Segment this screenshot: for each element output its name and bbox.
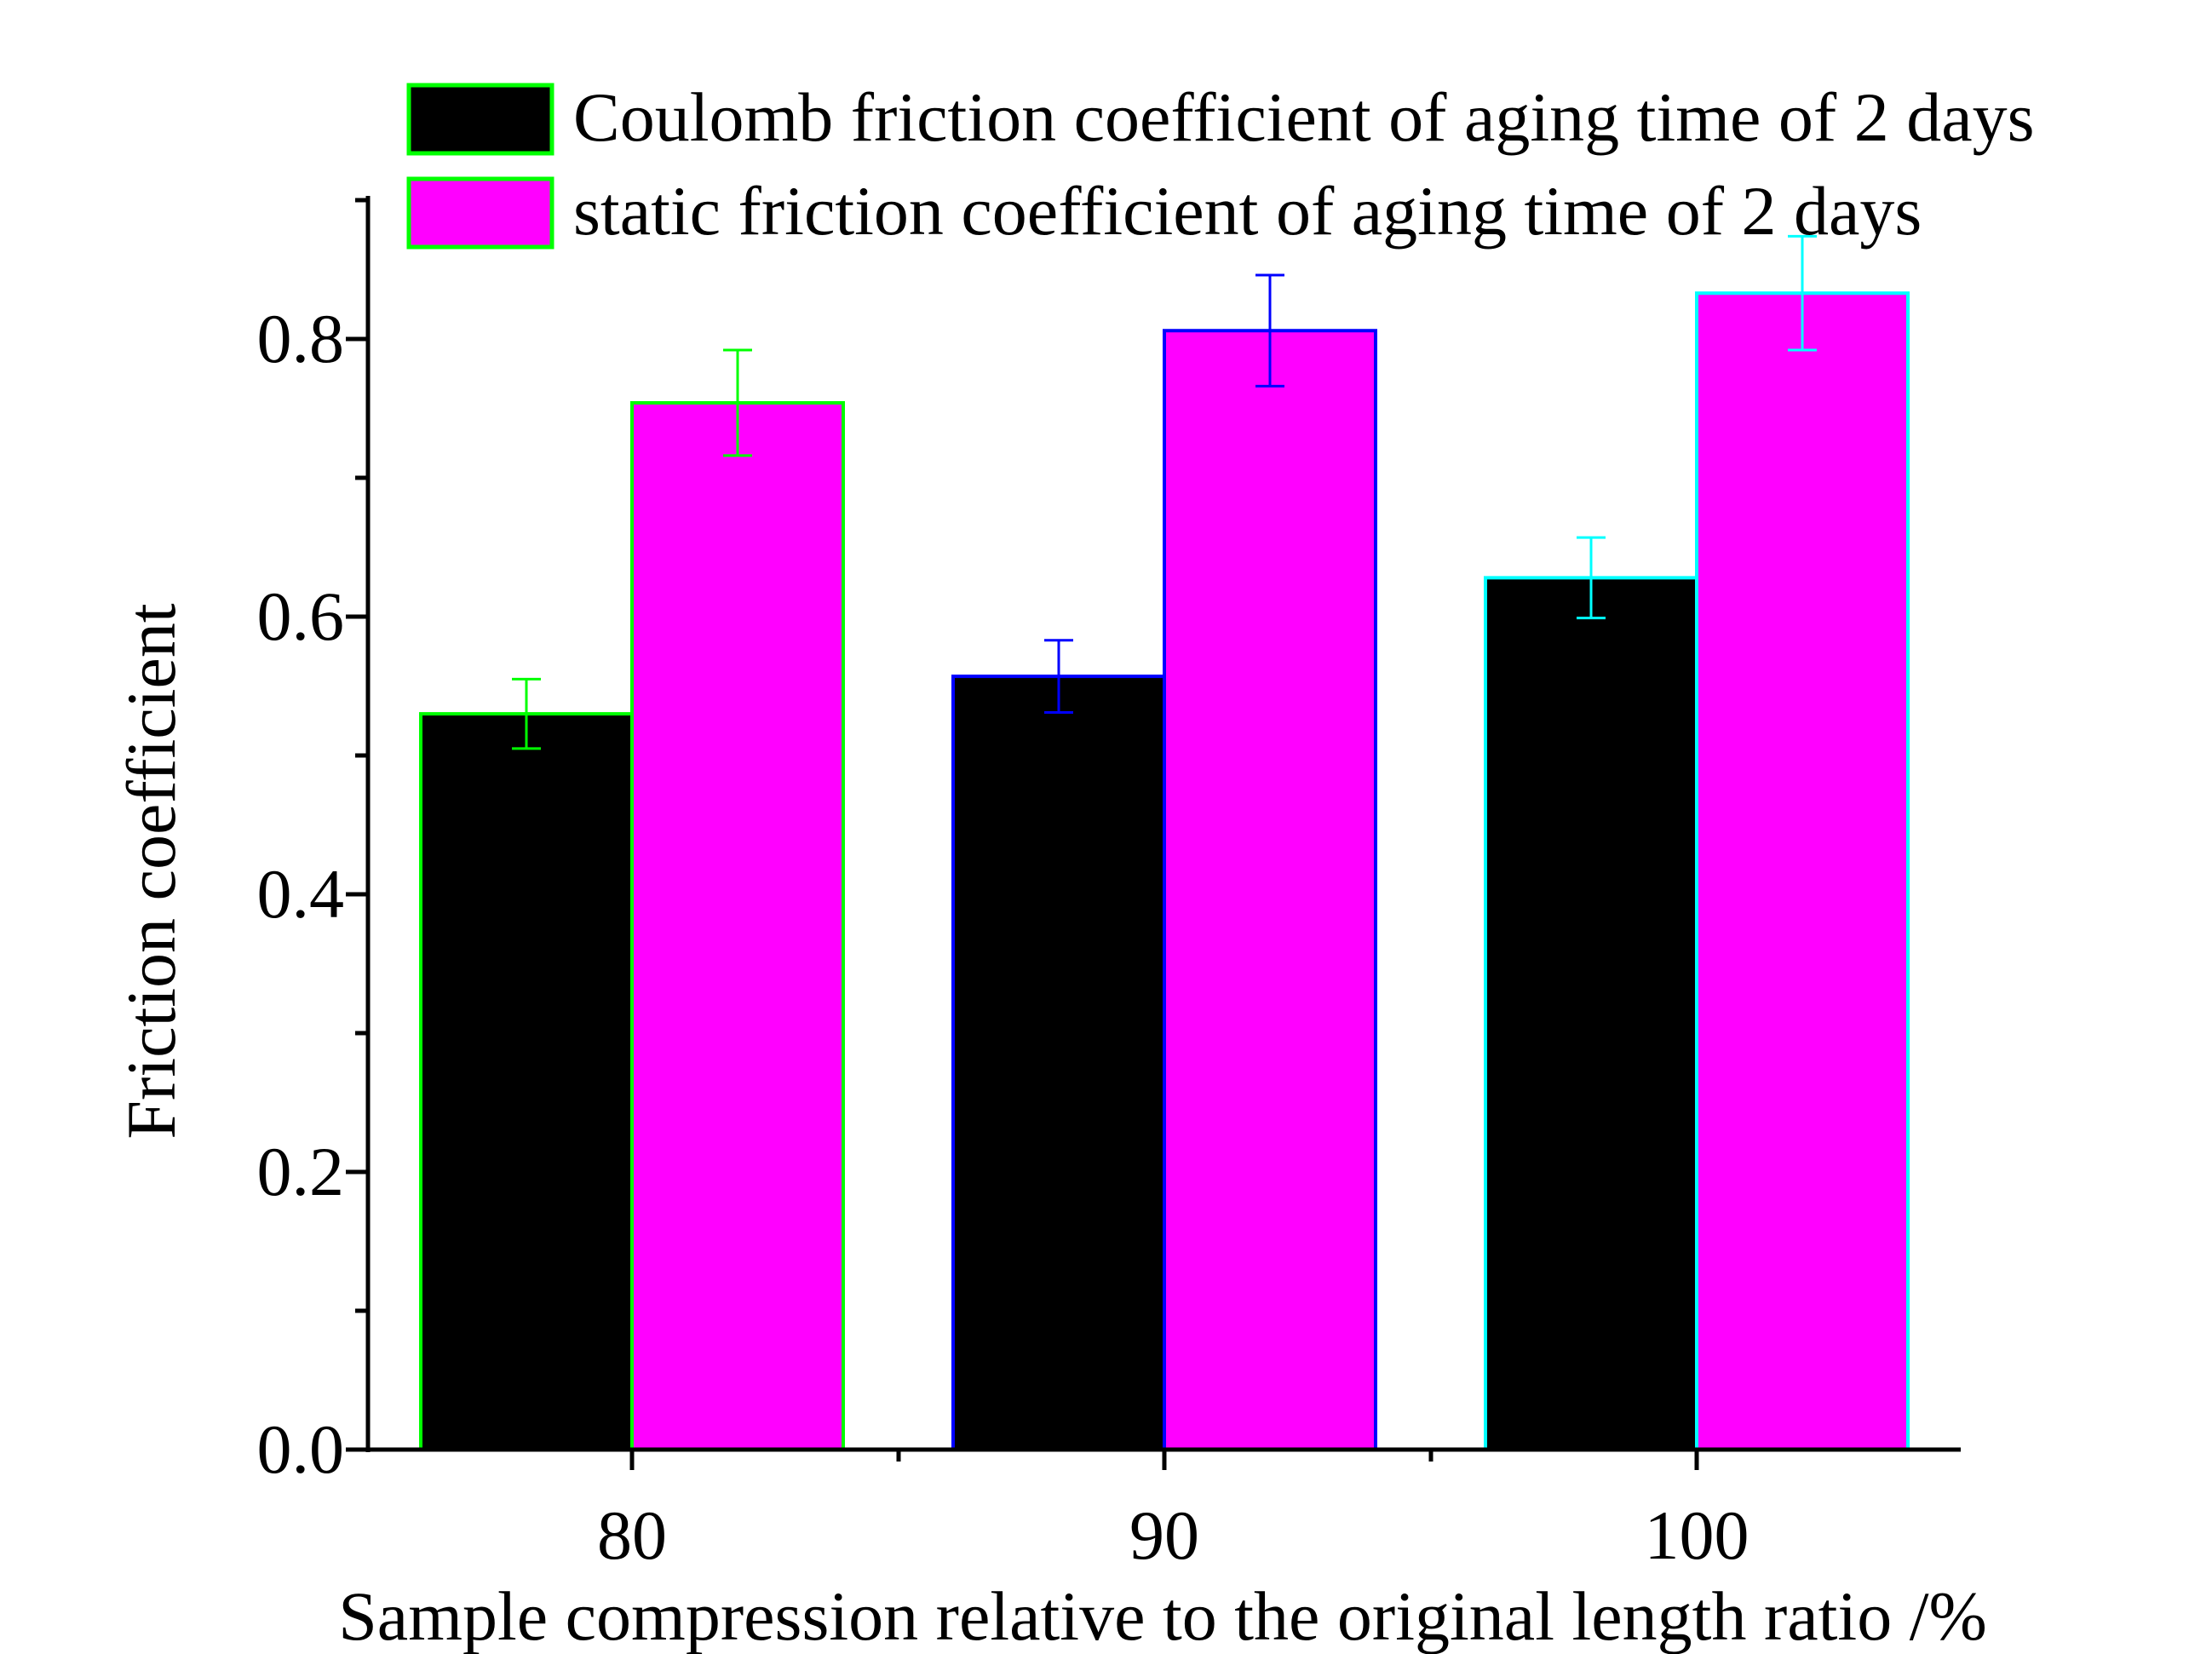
- bar-coulomb-90: [951, 675, 1166, 1451]
- bar-static-100: [1695, 291, 1910, 1452]
- legend-label-coulomb: Coulomb friction coefficient of aging ti…: [573, 78, 2035, 156]
- legend: Coulomb friction coefficient of aging ti…: [406, 78, 2035, 250]
- bars-layer: [419, 291, 1910, 1452]
- legend-label-static: static friction coefficient of aging tim…: [573, 172, 1922, 250]
- bar-coulomb-100: [1484, 576, 1698, 1451]
- y-tick-label-2: 0.4: [257, 855, 345, 933]
- bar-coulomb-80: [419, 712, 634, 1451]
- x-tick-label-80: 80: [597, 1496, 667, 1574]
- error-bars-layer: [512, 234, 1817, 750]
- y-tick-label-1: 0.2: [257, 1133, 345, 1210]
- y-axis-label: Friction coefficient: [112, 603, 190, 1139]
- x-tick-label-100: 100: [1645, 1496, 1749, 1574]
- axes-layer: 0.0 0.2 0.4 0.6 0.8 80 90 100: [257, 196, 1961, 1574]
- x-tick-label-90: 90: [1129, 1496, 1199, 1574]
- bar-static-80: [630, 400, 845, 1452]
- y-tick-label-4: 0.8: [257, 300, 345, 377]
- y-tick-label-3: 0.6: [257, 577, 345, 655]
- y-tick-label-0: 0.0: [257, 1410, 345, 1488]
- legend-swatch-static: [406, 176, 554, 250]
- legend-swatch-coulomb: [406, 83, 554, 156]
- bar-static-90: [1163, 329, 1377, 1452]
- x-axis-label: Sample compression relative to the origi…: [338, 1577, 1987, 1654]
